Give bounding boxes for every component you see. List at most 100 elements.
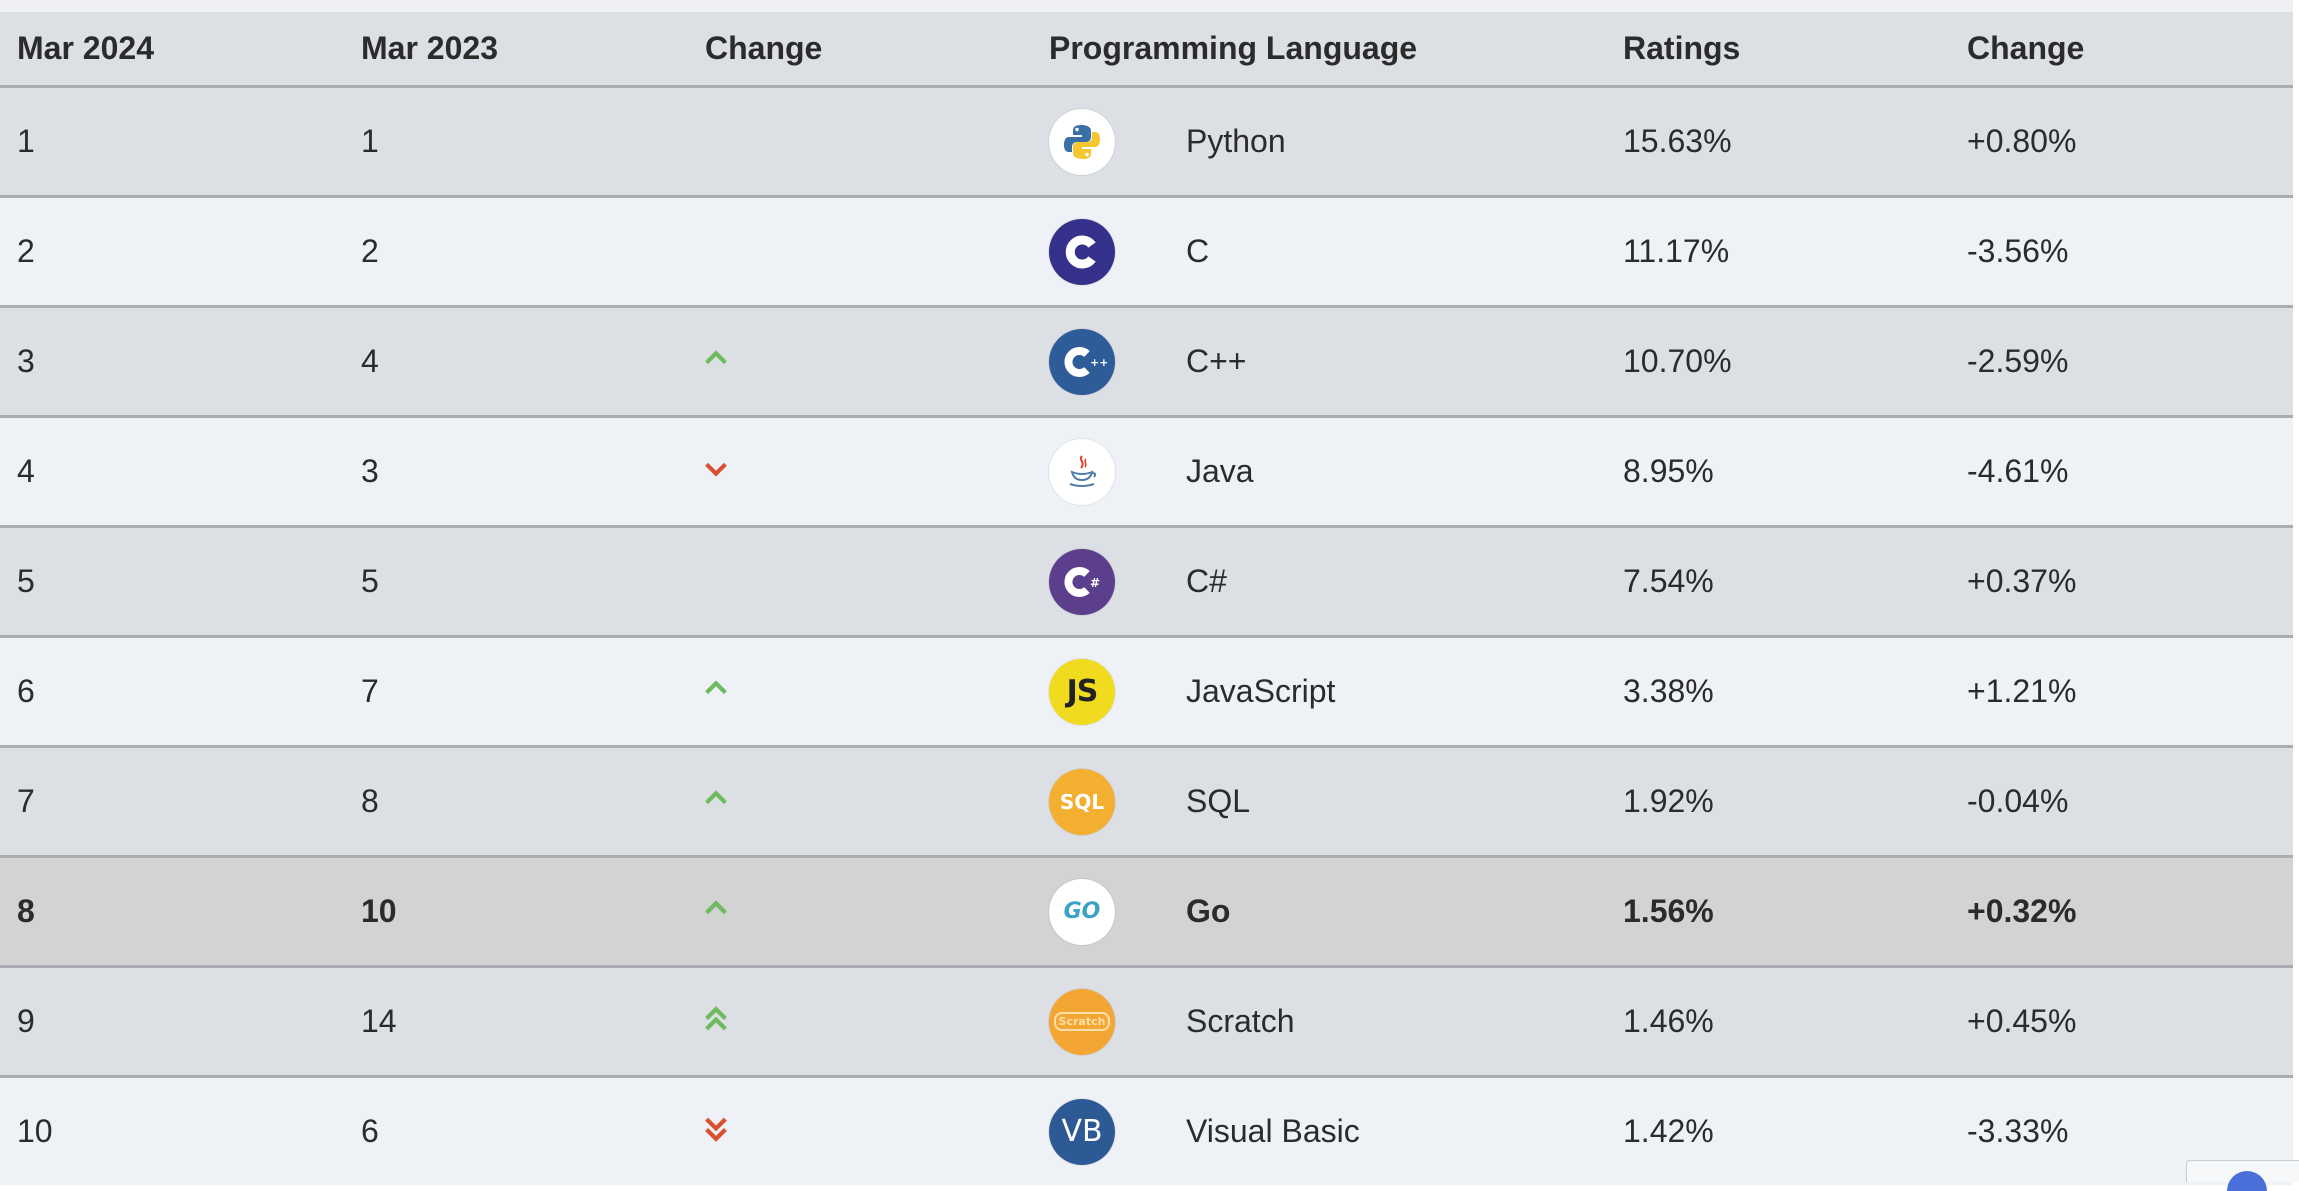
rank-2023: 1 (344, 86, 688, 198)
rating-change: -2.59% (1950, 306, 2293, 418)
trend-cell (688, 636, 1032, 748)
rating-change: +0.37% (1950, 526, 2293, 638)
language-name[interactable]: Python (1186, 123, 1286, 159)
language-cell[interactable]: Java (1032, 416, 1606, 528)
rating-change: -3.56% (1950, 196, 2293, 308)
header-change[interactable]: Change (688, 12, 1032, 88)
table-header-row: Mar 2024 Mar 2023 Change Programming Lan… (0, 12, 2293, 88)
table-row[interactable]: 2 2 C 11.17% -3.56% (0, 196, 2293, 308)
rating-value: 10.70% (1606, 306, 1950, 418)
trend-cell (688, 966, 1032, 1078)
chevron-up-icon (703, 896, 729, 922)
language-cell[interactable]: GO Go (1032, 856, 1606, 968)
rank-2023: 6 (344, 1076, 688, 1185)
rank-2024: 8 (0, 856, 344, 968)
rating-change: +0.80% (1950, 86, 2293, 198)
rating-change: -0.04% (1950, 746, 2293, 858)
rating-value: 1.42% (1606, 1076, 1950, 1185)
rating-change: +1.21% (1950, 636, 2293, 748)
rank-2023: 7 (344, 636, 688, 748)
language-name[interactable]: Visual Basic (1186, 1113, 1360, 1149)
table-row[interactable]: 8 10 GO Go 1.56% +0.32% (0, 856, 2293, 968)
rank-2024: 1 (0, 86, 344, 198)
rank-2024: 7 (0, 746, 344, 858)
trend-cell (688, 86, 1032, 198)
trend-cell (688, 416, 1032, 528)
rank-2024: 2 (0, 196, 344, 308)
go-logo-icon: GO (1049, 878, 1115, 945)
rating-value: 11.17% (1606, 196, 1950, 308)
javascript-logo-text: JS (1066, 674, 1099, 709)
table-row[interactable]: 1 1 Python 15.63% +0.80% (0, 86, 2293, 198)
header-mar-2024[interactable]: Mar 2024 (0, 12, 344, 88)
language-cell[interactable]: JS JavaScript (1032, 636, 1606, 748)
language-name[interactable]: Scratch (1186, 1003, 1295, 1039)
language-name[interactable]: JavaScript (1186, 673, 1336, 709)
chevron-up-icon (703, 676, 729, 702)
trend-cell (688, 1076, 1032, 1185)
rank-2023: 10 (344, 856, 688, 968)
cpp-logo-icon: ++ (1049, 328, 1115, 395)
rank-2024: 3 (0, 306, 344, 418)
rank-2023: 14 (344, 966, 688, 1078)
recaptcha-badge[interactable] (2186, 1160, 2299, 1191)
chevron-up-icon (703, 346, 729, 372)
table-row[interactable]: 7 8 SQL SQL 1.92% -0.04% (0, 746, 2293, 858)
table-row[interactable]: 4 3 Java 8.95% -4.61% (0, 416, 2293, 528)
rank-2024: 5 (0, 526, 344, 638)
language-cell[interactable]: SQL SQL (1032, 746, 1606, 858)
language-name[interactable]: C# (1186, 563, 1227, 599)
trend-cell (688, 746, 1032, 858)
table-row[interactable]: 6 7 JS JavaScript 3.38% +1.21% (0, 636, 2293, 748)
tiobe-ranking-table: Mar 2024 Mar 2023 Change Programming Lan… (0, 12, 2293, 1185)
table-row[interactable]: 9 14 Scratch Scratch 1.46% +0.45% (0, 966, 2293, 1078)
visual-basic-logo-icon: VB (1049, 1098, 1115, 1165)
sql-logo-icon: SQL (1049, 768, 1115, 835)
trend-cell (688, 856, 1032, 968)
chevron-up-icon (703, 786, 729, 812)
trend-cell (688, 196, 1032, 308)
language-cell[interactable]: Scratch Scratch (1032, 966, 1606, 1078)
rating-value: 1.46% (1606, 966, 1950, 1078)
table-row[interactable]: 10 6 VB Visual Basic 1.42% -3.33% (0, 1076, 2293, 1185)
header-ratings-change[interactable]: Change (1950, 12, 2293, 88)
chevron-down-icon (703, 1116, 729, 1142)
scratch-logo-icon: Scratch (1049, 988, 1115, 1055)
table-row[interactable]: 5 5 # C# 7.54% +0.37% (0, 526, 2293, 638)
rating-value: 15.63% (1606, 86, 1950, 198)
c-logo-icon (1049, 218, 1115, 285)
header-ratings[interactable]: Ratings (1606, 12, 1950, 88)
header-programming-language[interactable]: Programming Language (1032, 12, 1606, 88)
rating-value: 8.95% (1606, 416, 1950, 528)
rating-change: -3.33% (1950, 1076, 2293, 1185)
trend-cell (688, 526, 1032, 638)
language-cell[interactable]: # C# (1032, 526, 1606, 638)
rating-change: +0.45% (1950, 966, 2293, 1078)
go-logo-text: GO (1063, 899, 1101, 924)
language-cell[interactable]: C (1032, 196, 1606, 308)
table-row[interactable]: 3 4 ++ C++ 10.70% -2.59% (0, 306, 2293, 418)
language-name[interactable]: C++ (1186, 343, 1247, 379)
rating-value: 1.56% (1606, 856, 1950, 968)
rank-2024: 4 (0, 416, 344, 528)
rank-2024: 6 (0, 636, 344, 748)
scratch-logo-text: Scratch (1053, 1012, 1111, 1031)
java-logo-icon (1049, 438, 1115, 505)
visual-basic-logo-text: VB (1061, 1114, 1103, 1149)
language-name[interactable]: SQL (1186, 783, 1251, 819)
language-name[interactable]: Java (1186, 453, 1254, 489)
rank-2023: 3 (344, 416, 688, 528)
rank-2023: 8 (344, 746, 688, 858)
language-cell[interactable]: ++ C++ (1032, 306, 1606, 418)
language-cell[interactable]: Python (1032, 86, 1606, 198)
rating-value: 7.54% (1606, 526, 1950, 638)
language-name[interactable]: C (1186, 233, 1210, 269)
language-name[interactable]: Go (1186, 893, 1231, 929)
javascript-logo-icon: JS (1049, 658, 1115, 725)
rank-2024: 9 (0, 966, 344, 1078)
header-mar-2023[interactable]: Mar 2023 (344, 12, 688, 88)
language-cell[interactable]: VB Visual Basic (1032, 1076, 1606, 1185)
rating-value: 3.38% (1606, 636, 1950, 748)
sql-logo-text: SQL (1059, 789, 1105, 814)
rank-2023: 4 (344, 306, 688, 418)
